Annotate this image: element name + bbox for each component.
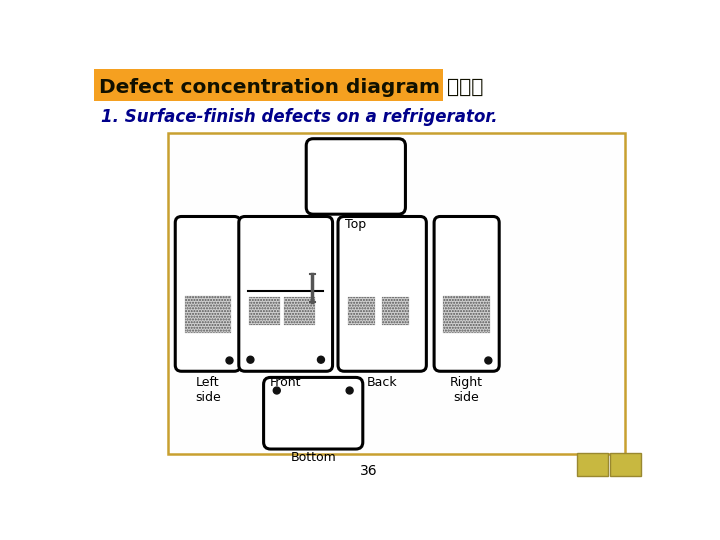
Circle shape bbox=[274, 387, 280, 394]
Bar bbox=[348, 296, 375, 325]
FancyBboxPatch shape bbox=[175, 217, 240, 372]
Bar bbox=[168, 132, 625, 455]
FancyBboxPatch shape bbox=[577, 453, 608, 476]
Circle shape bbox=[485, 357, 492, 364]
Text: Right
side: Right side bbox=[450, 376, 483, 404]
Circle shape bbox=[226, 357, 233, 364]
FancyBboxPatch shape bbox=[338, 217, 426, 372]
FancyBboxPatch shape bbox=[434, 217, 499, 372]
Text: 36: 36 bbox=[360, 463, 378, 477]
Bar bbox=[284, 296, 315, 325]
Bar bbox=[249, 296, 280, 325]
Circle shape bbox=[346, 387, 353, 394]
Text: Front: Front bbox=[270, 376, 302, 389]
Bar bbox=[249, 296, 280, 325]
FancyBboxPatch shape bbox=[610, 453, 641, 476]
Bar bbox=[184, 296, 231, 333]
Text: 1. Surface-finish defects on a refrigerator.: 1. Surface-finish defects on a refrigera… bbox=[101, 108, 498, 126]
FancyBboxPatch shape bbox=[306, 139, 405, 214]
Bar bbox=[348, 296, 375, 325]
Text: Back: Back bbox=[367, 376, 397, 389]
Text: Left
side: Left side bbox=[195, 376, 220, 404]
FancyBboxPatch shape bbox=[239, 217, 333, 372]
Bar bbox=[444, 296, 490, 333]
Bar bbox=[184, 296, 231, 333]
Circle shape bbox=[247, 356, 254, 363]
Bar bbox=[382, 296, 409, 325]
Bar bbox=[284, 296, 315, 325]
Bar bbox=[94, 69, 443, 101]
Bar bbox=[444, 296, 490, 333]
FancyBboxPatch shape bbox=[264, 377, 363, 449]
Text: Defect concentration diagram 的例子: Defect concentration diagram 的例子 bbox=[99, 78, 484, 97]
Bar bbox=[382, 296, 409, 325]
Text: Bottom: Bottom bbox=[290, 451, 336, 464]
Text: Top: Top bbox=[346, 218, 366, 231]
Circle shape bbox=[318, 356, 325, 363]
